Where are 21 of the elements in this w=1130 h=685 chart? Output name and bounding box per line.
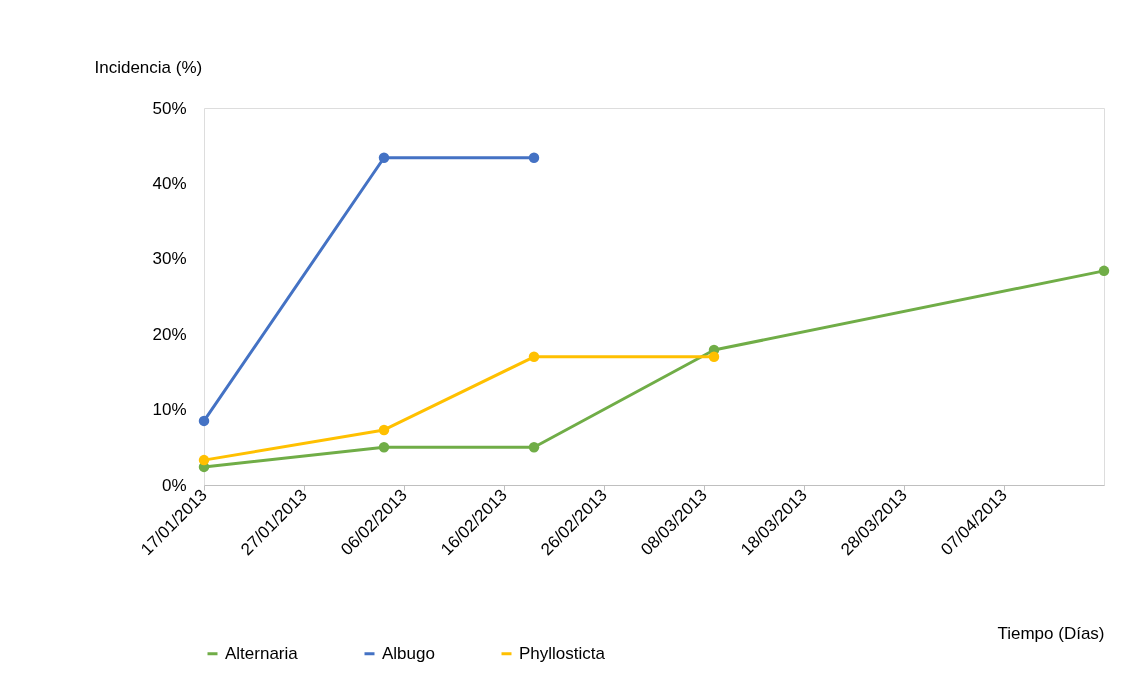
point <box>528 442 540 453</box>
y-tick-label: 20% <box>152 324 187 344</box>
point <box>1098 265 1110 277</box>
y-tick-label: 0% <box>161 475 187 495</box>
legend-label: Albugo <box>382 643 435 663</box>
y-tick-label: 10% <box>152 400 187 420</box>
y-axis-title: Incidencia (%) <box>94 57 203 77</box>
y-tick-label: 50% <box>152 98 187 118</box>
legend-label: Phyllosticta <box>519 643 606 663</box>
point <box>198 415 210 427</box>
point <box>528 152 540 163</box>
point <box>708 351 720 363</box>
y-tick-label: 40% <box>152 173 187 193</box>
point <box>378 152 390 163</box>
y-tick-label: 30% <box>152 249 187 269</box>
point <box>198 454 210 466</box>
point <box>378 442 390 453</box>
legend-label: Alternaria <box>225 643 299 663</box>
x-axis-title: Tiempo (Días) <box>997 623 1105 643</box>
point <box>528 351 540 363</box>
point <box>378 424 390 436</box>
